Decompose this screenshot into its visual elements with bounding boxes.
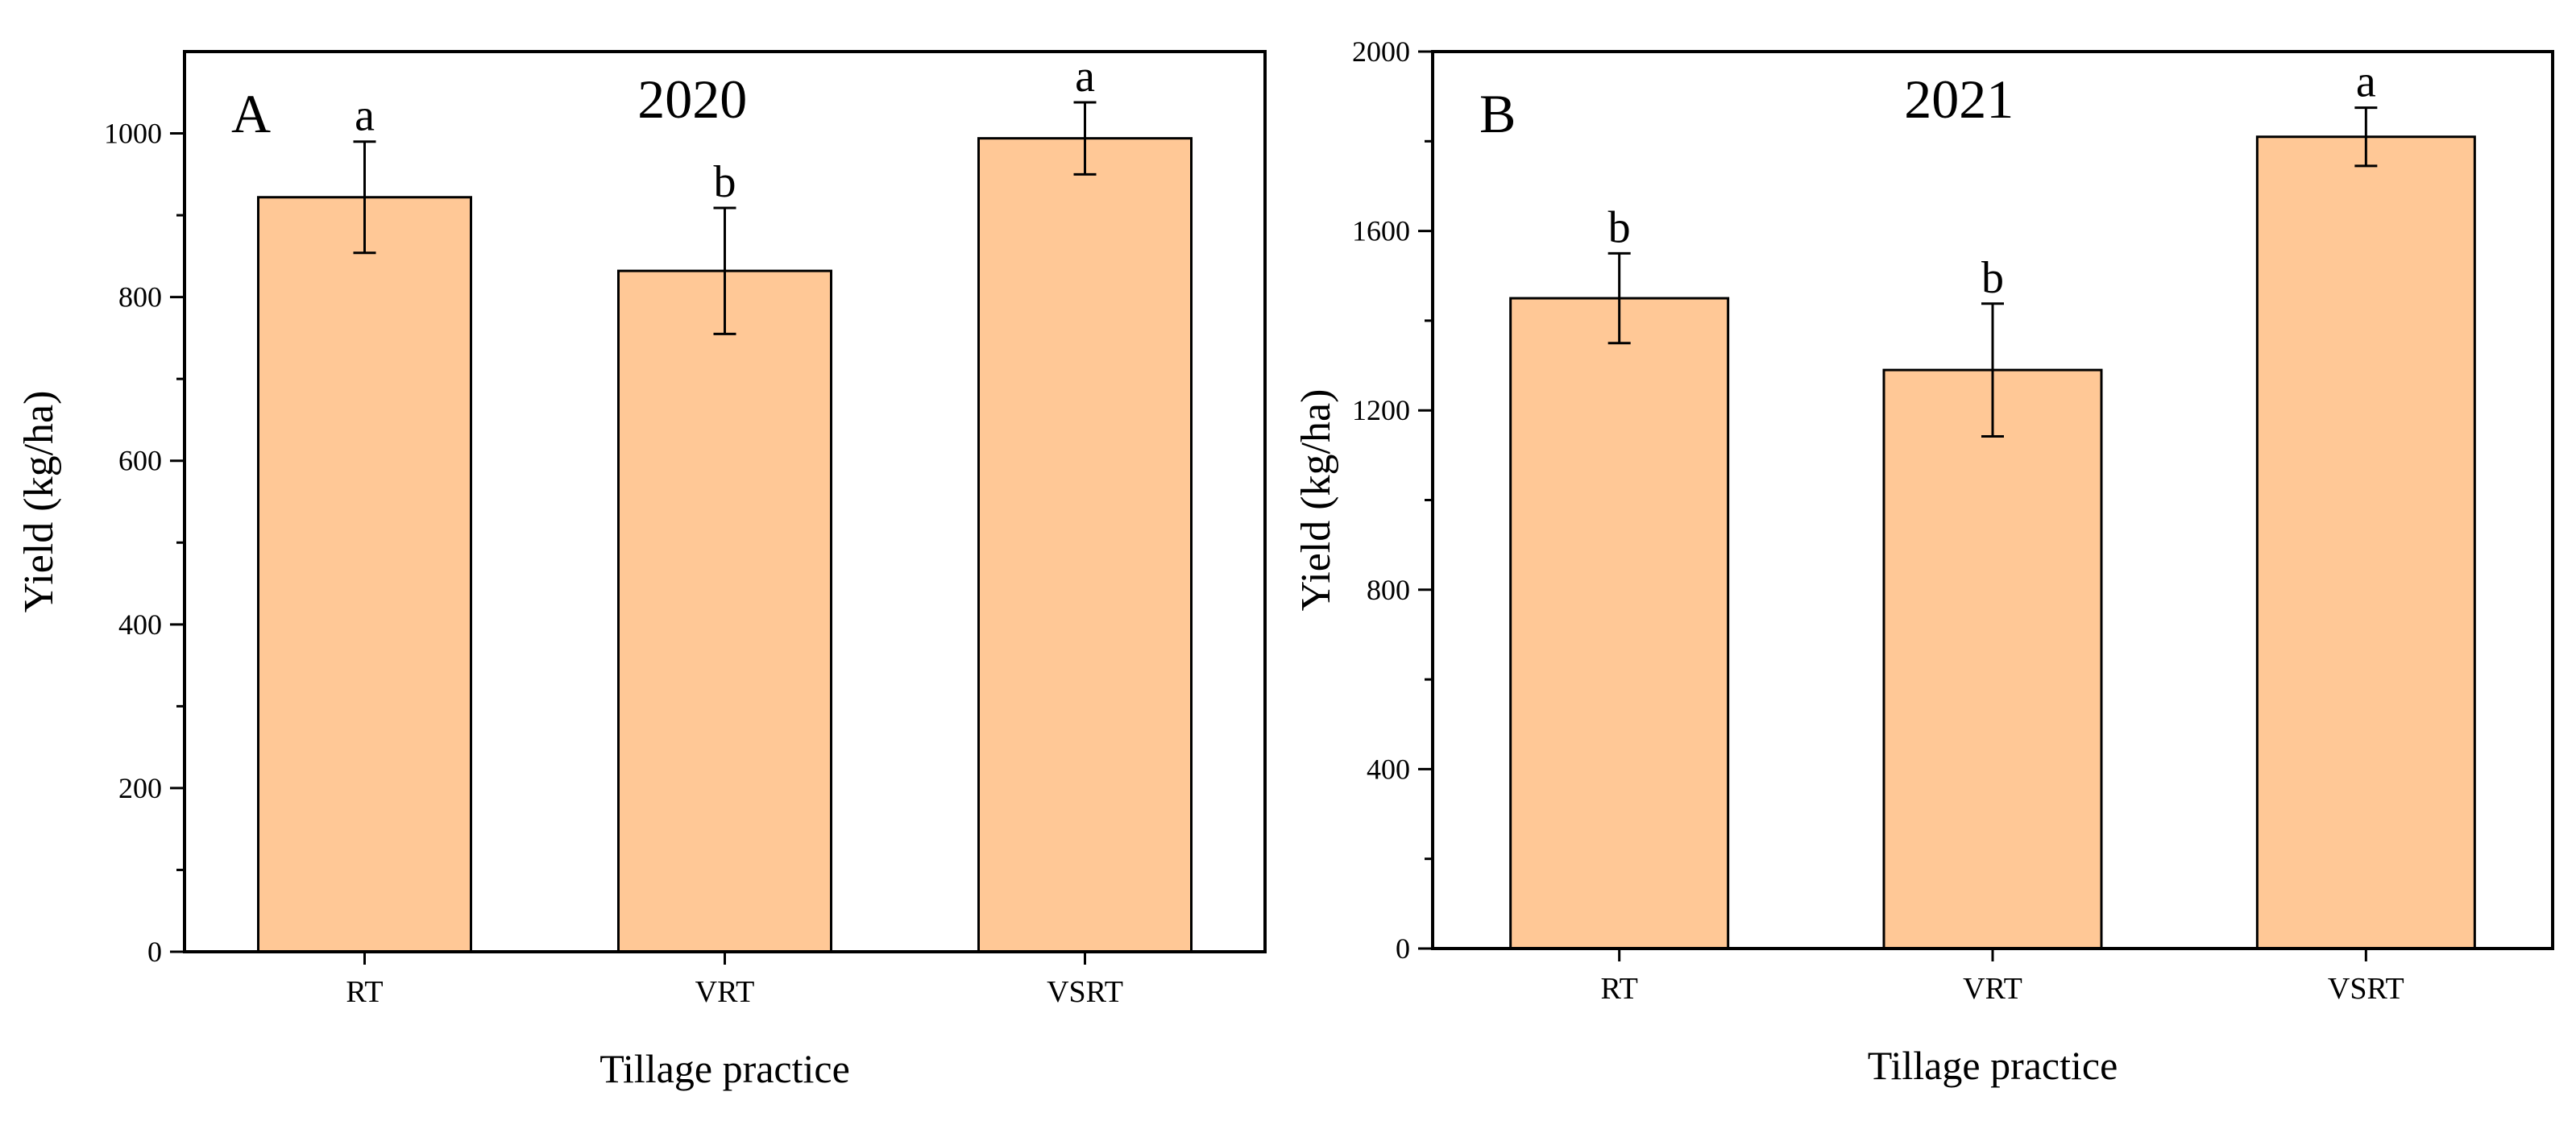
y-tick-label: 1000 — [104, 118, 162, 150]
y-tick-label: 400 — [118, 608, 162, 641]
y-tick-label: 0 — [1396, 932, 1410, 965]
y-tick-label: 1200 — [1352, 394, 1410, 426]
y-tick-label: 800 — [118, 281, 162, 313]
panel-label: B — [1479, 83, 1516, 144]
x-tick-label: VRT — [1963, 972, 2022, 1006]
x-tick-label: VRT — [695, 975, 755, 1009]
y-tick-label: 200 — [118, 772, 162, 804]
y-axis-label: Yield (kg/ha) — [1293, 389, 1339, 612]
y-axis-label: Yield (kg/ha) — [16, 391, 62, 613]
panel-label: A — [231, 83, 271, 144]
x-tick-label: VSRT — [2328, 972, 2404, 1006]
x-tick-label: VSRT — [1047, 975, 1123, 1009]
significance-label: b — [1608, 202, 1631, 252]
chart-title: 2020 — [637, 69, 747, 130]
bar-vrt — [617, 269, 832, 953]
bar-rt — [257, 196, 472, 953]
y-tick-label: 400 — [1367, 753, 1410, 785]
significance-label: a — [1075, 52, 1095, 102]
y-tick-label: 800 — [1367, 574, 1410, 606]
x-tick-label: RT — [1601, 972, 1638, 1006]
chart-title: 2021 — [1904, 69, 2014, 130]
y-tick-label: 600 — [118, 445, 162, 477]
y-tick-label: 2000 — [1352, 35, 1410, 68]
significance-label: a — [2356, 57, 2376, 107]
bar-rt — [1509, 297, 1730, 950]
x-axis-label: Tillage practice — [1868, 1043, 2118, 1088]
x-axis-label: Tillage practice — [599, 1046, 850, 1091]
bar-vsrt — [2255, 135, 2476, 950]
bar-vrt — [1882, 368, 2103, 950]
x-tick-label: RT — [346, 975, 383, 1009]
y-tick-label: 0 — [147, 936, 162, 968]
y-tick-label: 1600 — [1352, 215, 1410, 247]
significance-label: b — [714, 157, 736, 207]
significance-label: b — [1981, 253, 2004, 303]
significance-label: a — [355, 91, 375, 141]
